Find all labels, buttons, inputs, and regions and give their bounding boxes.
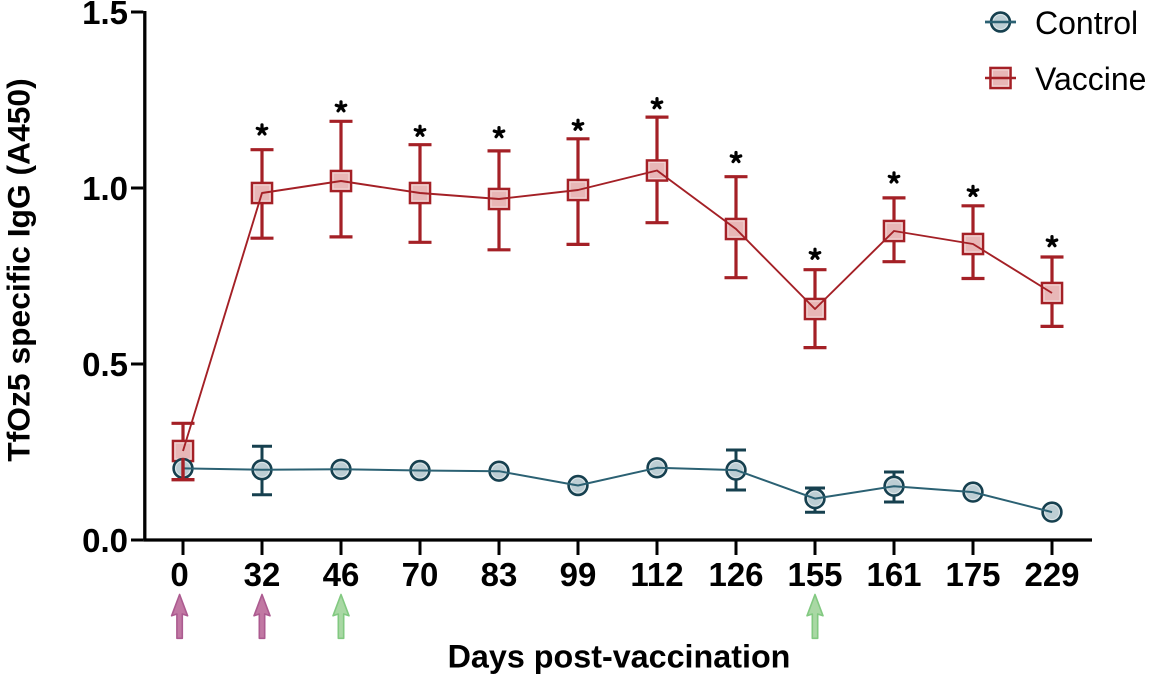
svg-text:TfOz5 specific IgG (A450): TfOz5 specific IgG (A450) bbox=[1, 78, 37, 461]
svg-text:Days post-vaccination: Days post-vaccination bbox=[448, 638, 791, 674]
svg-text:229: 229 bbox=[1024, 556, 1079, 593]
svg-text:32: 32 bbox=[244, 556, 281, 593]
svg-text:0.0: 0.0 bbox=[82, 522, 128, 559]
svg-text:112: 112 bbox=[630, 556, 683, 593]
svg-text:83: 83 bbox=[481, 556, 518, 593]
svg-text:161: 161 bbox=[866, 556, 921, 593]
svg-text:70: 70 bbox=[402, 556, 439, 593]
svg-text:155: 155 bbox=[787, 556, 842, 593]
svg-text:99: 99 bbox=[560, 556, 597, 593]
svg-text:46: 46 bbox=[323, 556, 360, 593]
svg-text:175: 175 bbox=[945, 556, 1000, 593]
svg-text:0: 0 bbox=[170, 556, 188, 593]
svg-text:Vaccine: Vaccine bbox=[1035, 61, 1146, 97]
svg-text:126: 126 bbox=[708, 556, 763, 593]
svg-text:1.5: 1.5 bbox=[82, 0, 128, 31]
svg-text:Control: Control bbox=[1035, 5, 1138, 41]
svg-text:0.5: 0.5 bbox=[82, 346, 128, 383]
svg-text:1.0: 1.0 bbox=[82, 170, 128, 207]
